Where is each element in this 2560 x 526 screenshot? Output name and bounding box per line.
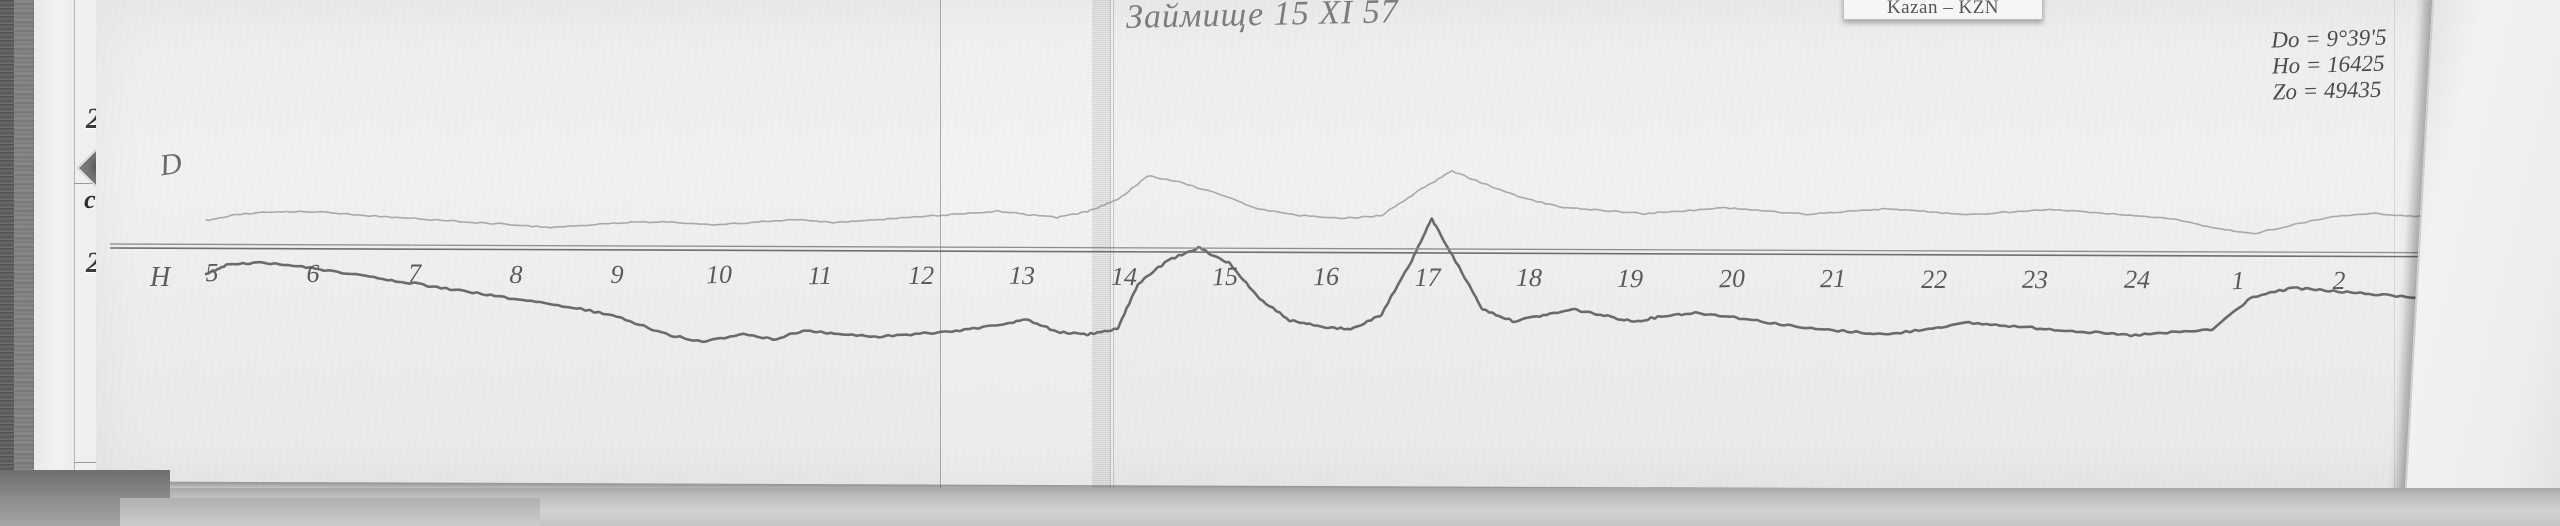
trace-plot (204, 170, 2538, 344)
axis-tick-label-10: 10 (705, 259, 732, 290)
axis-tick-label-19: 19 (1616, 263, 1644, 293)
axis-tick-label-2: 2 (2332, 266, 2347, 296)
baseline-note-2: Zo = 49435 (2272, 76, 2382, 105)
splice-seam-left (940, 0, 941, 488)
axis-tick-label-22: 22 (1921, 264, 1948, 294)
axis-tick-label-7: 7 (408, 259, 422, 289)
axis-tick-label-11: 11 (807, 260, 833, 290)
axis-tick-label-18: 18 (1515, 263, 1543, 293)
axis-tick-label-5: 5 (205, 258, 219, 288)
axis-tick-label-17: 17 (1414, 262, 1441, 292)
lower-shelf (120, 498, 540, 526)
axis-tick-label-12: 12 (908, 260, 935, 290)
time-axis-line (109, 243, 2517, 258)
axis-tick-label-20: 20 (1718, 263, 1745, 294)
axis-tick-label-13: 13 (1009, 261, 1036, 291)
chart-sheet (96, 0, 2560, 488)
baseline-note-0: Do = 9°39'5 (2270, 24, 2387, 53)
axis-tick-label-15: 15 (1211, 261, 1239, 292)
axis-tick-label-6: 6 (306, 258, 321, 288)
axis-tick-label-16: 16 (1313, 262, 1340, 292)
trace-label-d: D (157, 146, 184, 183)
axis-tick-label-21: 21 (1819, 264, 1847, 294)
left-edge-strip (0, 0, 14, 497)
trace-label-h: H (150, 262, 171, 293)
station-label-text: Kazan – KZN (1886, 0, 2000, 18)
handwritten-title: Займище 15 XI 57 (1125, 0, 1400, 36)
scale-bar-card: 20 cm 25 (34, 0, 128, 492)
axis-tick-label-9: 9 (610, 259, 625, 290)
axis-tick-label-8: 8 (509, 259, 523, 289)
trace-h (204, 217, 2538, 344)
axis-tick-label-24: 24 (2123, 265, 2151, 295)
splice-seam-right (1110, 0, 1111, 488)
baseline-note-1: Ho = 16425 (2271, 50, 2385, 79)
station-label-card: Kazan – KZN (1843, 0, 2043, 20)
axis-tick-label-23: 23 (2022, 264, 2049, 295)
handwritten-baseline-notes: Do = 9°39'5 Ho = 16425 Zo = 49435 (2271, 25, 2388, 106)
trace-d (205, 170, 2537, 235)
axis-tick-label-14: 14 (1110, 261, 1138, 292)
right-seam (2394, 0, 2395, 488)
axis-tick-label-1: 1 (2231, 265, 2246, 295)
folded-paper-corner (2403, 0, 2560, 519)
